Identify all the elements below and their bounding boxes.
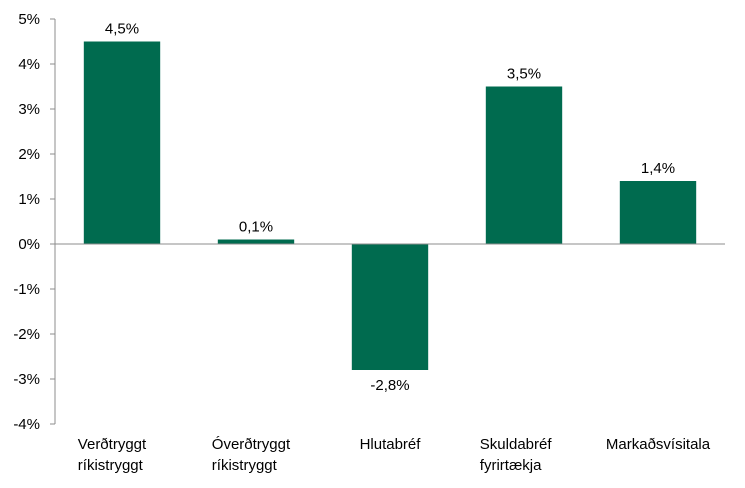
y-tick-label: -1% bbox=[13, 281, 40, 298]
bars bbox=[83, 41, 697, 370]
y-tick-label: 4% bbox=[18, 56, 40, 73]
y-tick-label: 3% bbox=[18, 101, 40, 118]
y-tick-label: 2% bbox=[18, 146, 40, 163]
data-label: 3,5% bbox=[507, 66, 541, 83]
y-axis: 5% 4% 3% 2% 1% 0% -1% -2% -3% -4% bbox=[13, 11, 56, 433]
data-label: 1,4% bbox=[641, 160, 675, 177]
data-label: 4,5% bbox=[105, 21, 139, 38]
category-label: ríkistryggt bbox=[212, 457, 278, 474]
category-label: fyrirtækja bbox=[480, 457, 542, 474]
y-tick-label: 5% bbox=[18, 11, 40, 28]
data-labels: 4,5% 0,1% -2,8% 3,5% 1,4% bbox=[105, 21, 675, 395]
category-label: Hlutabréf bbox=[360, 436, 422, 453]
bar bbox=[217, 239, 295, 244]
category-labels: Verðtryggt ríkistryggt Óverðtryggt ríkistry… bbox=[78, 436, 711, 474]
bar bbox=[351, 244, 429, 370]
y-tick-label: -2% bbox=[13, 326, 40, 343]
category-label: ríkistryggt bbox=[78, 457, 144, 474]
y-tick-label: 0% bbox=[18, 236, 40, 253]
bar bbox=[83, 41, 161, 244]
bar bbox=[485, 86, 563, 244]
category-label: Markaðsvísitala bbox=[606, 436, 711, 453]
y-tick-label: -4% bbox=[13, 416, 40, 433]
y-tick-label: 1% bbox=[18, 191, 40, 208]
bar bbox=[619, 181, 697, 244]
data-label: -2,8% bbox=[370, 377, 409, 394]
category-label: Verðtryggt bbox=[78, 436, 147, 453]
category-label: Óverðtryggt bbox=[212, 436, 291, 453]
y-tick-label: -3% bbox=[13, 371, 40, 388]
data-label: 0,1% bbox=[239, 219, 273, 236]
category-label: Skuldabréf bbox=[480, 436, 553, 453]
